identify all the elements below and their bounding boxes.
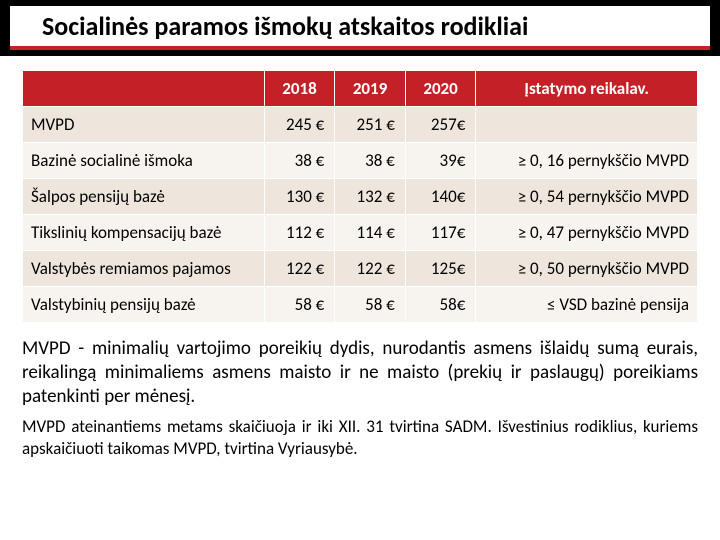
row-label: Valstybės remiamos pajamos: [23, 251, 265, 287]
row-label: Šalpos pensijų bazė: [23, 179, 265, 215]
cell-2020: 140€: [405, 179, 476, 215]
table-row: Valstybės remiamos pajamos122 €122 €125€…: [23, 251, 698, 287]
description-primary: MVPD - minimalių vartojimo poreikių dydi…: [0, 323, 720, 408]
cell-2019: 122 €: [335, 251, 406, 287]
header-2018: 2018: [264, 71, 335, 107]
cell-requirement: ≥ 0, 50 pernykščio MVPD: [476, 251, 698, 287]
cell-requirement: ≥ 0, 54 pernykščio MVPD: [476, 179, 698, 215]
indicators-table: 2018 2019 2020 Įstatymo reikalav. MVPD24…: [22, 70, 698, 323]
cell-2020: 257€: [405, 107, 476, 143]
table-row: Valstybinių pensijų bazė58 €58 €58€≤ VSD…: [23, 287, 698, 323]
header-requirement: Įstatymo reikalav.: [476, 71, 698, 107]
row-label: MVPD: [23, 107, 265, 143]
cell-2019: 251 €: [335, 107, 406, 143]
table-container: 2018 2019 2020 Įstatymo reikalav. MVPD24…: [0, 56, 720, 323]
description-secondary: MVPD ateinantiems metams skaičiuoja ir i…: [0, 408, 720, 459]
table-row: Šalpos pensijų bazė130 €132 €140€≥ 0, 54…: [23, 179, 698, 215]
cell-2019: 132 €: [335, 179, 406, 215]
cell-requirement: ≥ 0, 16 pernykščio MVPD: [476, 143, 698, 179]
table-row: MVPD245 €251 €257€: [23, 107, 698, 143]
table-row: Bazinė socialinė išmoka38 €38 €39€≥ 0, 1…: [23, 143, 698, 179]
cell-requirement: ≤ VSD bazinė pensija: [476, 287, 698, 323]
cell-requirement: ≥ 0, 47 pernykščio MVPD: [476, 215, 698, 251]
cell-2020: 58€: [405, 287, 476, 323]
cell-2018: 122 €: [264, 251, 335, 287]
cell-2020: 125€: [405, 251, 476, 287]
title-bar: Socialinės paramos išmokų atskaitos rodi…: [0, 0, 720, 56]
cell-2018: 58 €: [264, 287, 335, 323]
cell-requirement: [476, 107, 698, 143]
cell-2019: 38 €: [335, 143, 406, 179]
row-label: Bazinė socialinė išmoka: [23, 143, 265, 179]
header-blank: [23, 71, 265, 107]
page-title: Socialinės paramos išmokų atskaitos rodi…: [10, 6, 710, 51]
table-header-row: 2018 2019 2020 Įstatymo reikalav.: [23, 71, 698, 107]
cell-2018: 112 €: [264, 215, 335, 251]
row-label: Tikslinių kompensacijų bazė: [23, 215, 265, 251]
cell-2018: 245 €: [264, 107, 335, 143]
header-2020: 2020: [405, 71, 476, 107]
cell-2019: 58 €: [335, 287, 406, 323]
table-row: Tikslinių kompensacijų bazė112 €114 €117…: [23, 215, 698, 251]
cell-2018: 38 €: [264, 143, 335, 179]
cell-2019: 114 €: [335, 215, 406, 251]
cell-2020: 39€: [405, 143, 476, 179]
cell-2020: 117€: [405, 215, 476, 251]
cell-2018: 130 €: [264, 179, 335, 215]
row-label: Valstybinių pensijų bazė: [23, 287, 265, 323]
header-2019: 2019: [335, 71, 406, 107]
